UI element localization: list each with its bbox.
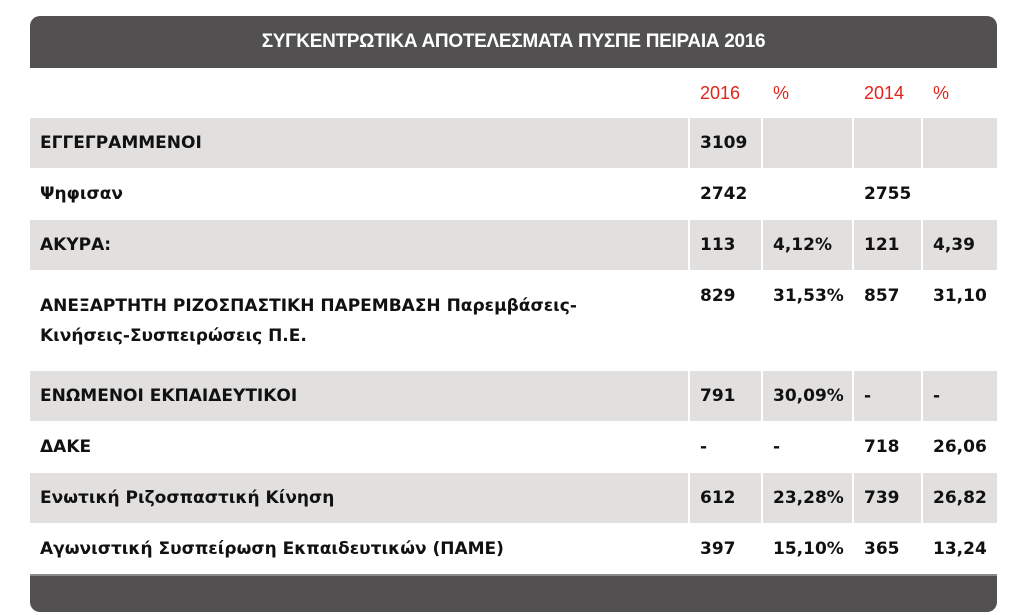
votes-2016: 829 <box>688 270 762 371</box>
row-label: ΑΚΥΡΑ: <box>30 219 689 271</box>
row-label: ΕΓΓΕΓΡΑΜΜΕΝΟΙ <box>30 118 689 169</box>
column-header-pct-2016: % <box>761 68 853 118</box>
pct-2016: 23,28% <box>761 472 853 524</box>
pct-2014 <box>921 118 997 169</box>
votes-2016: 3109 <box>688 118 762 169</box>
votes-2014: 365 <box>852 523 922 574</box>
page-title: ΣΥΓΚΕΝΤΡΩΤΙΚΑ ΑΠΟΤΕΛΕΣΜΑΤΑ ΠΥΣΠΕ ΠΕΙΡΑΙΑ… <box>261 31 766 52</box>
votes-2014: 121 <box>852 219 922 271</box>
pct-2014: 13,24 <box>921 523 997 574</box>
votes-2016: 612 <box>688 472 762 524</box>
table-row: ΑΝΕΞΑΡΤΗΤΗ ΡΙΖΟΣΠΑΣΤΙΚΗ ΠΑΡΕΜΒΑΣΗ Παρεμβ… <box>30 270 997 371</box>
votes-2016: 113 <box>688 219 762 271</box>
table-row: ΑΚΥΡΑ: 113 4,12% 121 4,39 <box>30 219 997 271</box>
votes-2014: 857 <box>852 270 922 371</box>
table-row: ΔΑΚΕ - - 718 26,06 <box>30 421 997 473</box>
votes-2014: - <box>852 370 922 422</box>
table-row: Αγωνιστική Συσπείρωση Εκπαιδευτικών (ΠΑΜ… <box>30 523 997 574</box>
row-label: Ψηφισαν <box>30 168 689 220</box>
table-row: ΕΝΩΜΕΝΟΙ ΕΚΠΑΙΔΕΥΤΙΚΟΙ 791 30,09% - - <box>30 370 997 422</box>
row-label: ΔΑΚΕ <box>30 421 689 473</box>
pct-2016: 30,09% <box>761 370 853 422</box>
results-table: 2016 % 2014 % ΕΓΓΕΓΡΑΜΜΕΝΟΙ 3109 Ψηφισαν… <box>30 68 997 574</box>
pct-2014: 26,82 <box>921 472 997 524</box>
votes-2016: - <box>688 421 762 473</box>
votes-2016: 397 <box>688 523 762 574</box>
row-label: ΑΝΕΞΑΡΤΗΤΗ ΡΙΖΟΣΠΑΣΤΙΚΗ ΠΑΡΕΜΒΑΣΗ Παρεμβ… <box>30 270 689 371</box>
pct-2016: 4,12% <box>761 219 853 271</box>
pct-2016 <box>761 168 853 220</box>
votes-2016: 791 <box>688 370 762 422</box>
table-row: Ενωτική Ριζοσπαστική Κίνηση 612 23,28% 7… <box>30 472 997 524</box>
table-row: Ψηφισαν 2742 2755 <box>30 168 997 220</box>
pct-2016: 15,10% <box>761 523 853 574</box>
votes-2014 <box>852 118 922 169</box>
row-label: ΕΝΩΜΕΝΟΙ ΕΚΠΑΙΔΕΥΤΙΚΟΙ <box>30 370 689 422</box>
votes-2014: 739 <box>852 472 922 524</box>
pct-2014: 4,39 <box>921 219 997 271</box>
pct-2014: 31,10 <box>921 270 997 371</box>
title-bar: ΣΥΓΚΕΝΤΡΩΤΙΚΑ ΑΠΟΤΕΛΕΣΜΑΤΑ ΠΥΣΠΕ ΠΕΙΡΑΙΑ… <box>30 16 997 68</box>
pct-2014: 26,06 <box>921 421 997 473</box>
row-label: Ενωτική Ριζοσπαστική Κίνηση <box>30 472 689 524</box>
column-header-label <box>30 68 689 118</box>
votes-2014: 2755 <box>852 168 922 220</box>
results-card: ΣΥΓΚΕΝΤΡΩΤΙΚΑ ΑΠΟΤΕΛΕΣΜΑΤΑ ΠΥΣΠΕ ΠΕΙΡΑΙΑ… <box>30 16 997 612</box>
pct-2016: - <box>761 421 853 473</box>
column-header-row: 2016 % 2014 % <box>30 68 997 118</box>
column-header-pct-2014: % <box>921 68 997 118</box>
pct-2016: 31,53% <box>761 270 853 371</box>
votes-2016: 2742 <box>688 168 762 220</box>
pct-2014: - <box>921 370 997 422</box>
column-header-2016: 2016 <box>688 68 762 118</box>
footer-bar <box>30 574 997 612</box>
votes-2014: 718 <box>852 421 922 473</box>
pct-2014 <box>921 168 997 220</box>
column-header-2014: 2014 <box>852 68 922 118</box>
row-label: Αγωνιστική Συσπείρωση Εκπαιδευτικών (ΠΑΜ… <box>30 523 689 574</box>
pct-2016 <box>761 118 853 169</box>
table-row: ΕΓΓΕΓΡΑΜΜΕΝΟΙ 3109 <box>30 118 997 169</box>
